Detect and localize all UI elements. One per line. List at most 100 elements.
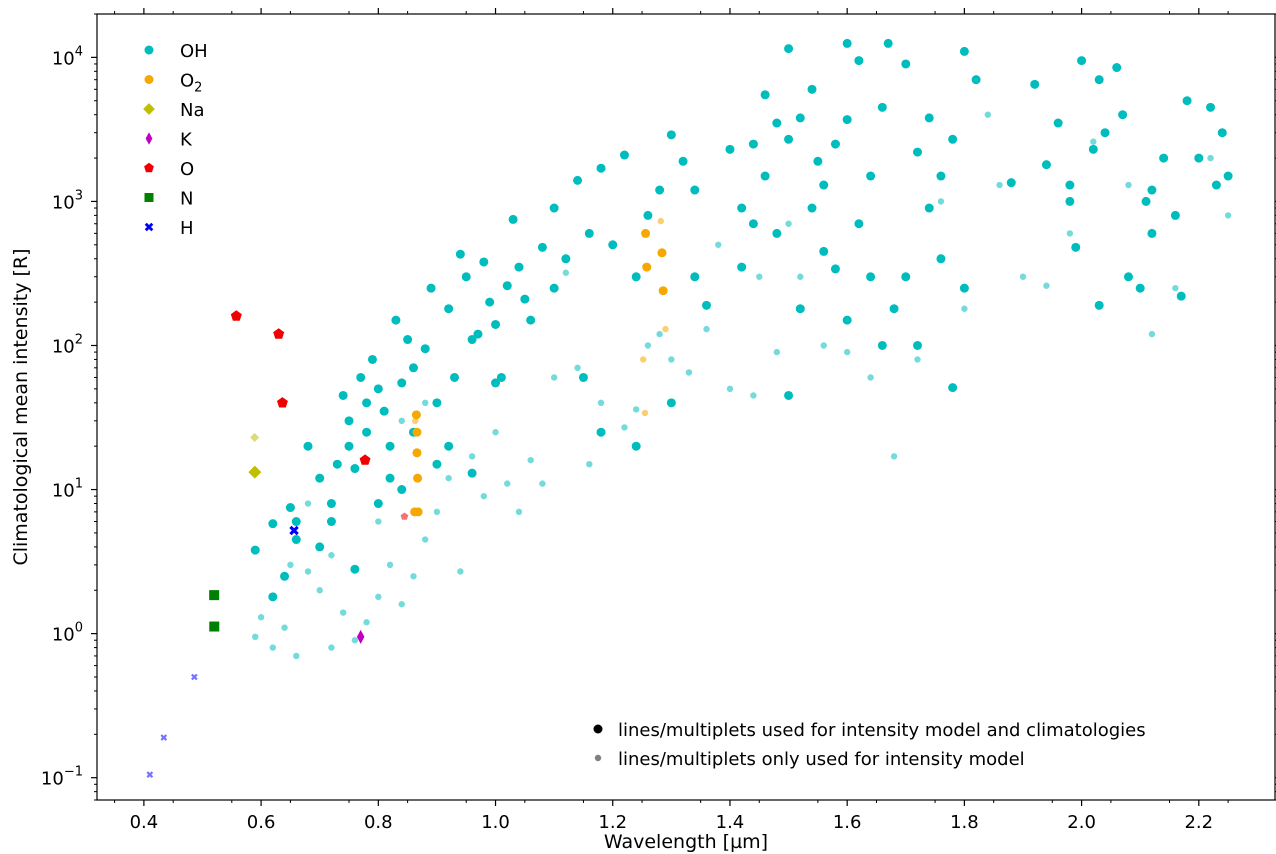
oh-point: [1088, 144, 1098, 154]
oh-point: [772, 118, 782, 128]
oh-point: [344, 441, 354, 451]
oh-model-point: [550, 374, 558, 381]
oh-point: [901, 272, 911, 282]
oh-point: [678, 156, 688, 166]
oh-model-point: [820, 342, 827, 349]
oh-model-point: [890, 453, 898, 460]
x-tick-label: 2.2: [1184, 812, 1213, 833]
oh-point: [450, 372, 460, 382]
oh-point: [1006, 178, 1016, 188]
oh-point: [596, 427, 606, 437]
marker-legend-label: lines/multiplets used for intensity mode…: [618, 720, 1146, 741]
oh-point: [1071, 242, 1081, 252]
oh-point: [573, 175, 583, 185]
legend-marker-o2: [144, 75, 154, 84]
oh-model-point: [984, 111, 992, 118]
oh-point: [537, 242, 547, 252]
o2-point: [657, 248, 667, 258]
oh-point: [408, 363, 418, 373]
oh-point: [344, 416, 354, 426]
h-model-point: [191, 673, 198, 681]
oh-point: [655, 185, 665, 195]
oh-point: [526, 315, 536, 325]
oh-model-point: [421, 399, 429, 407]
oh-model-point: [1066, 230, 1074, 237]
oh-model-point: [375, 518, 382, 525]
oh-point: [1077, 56, 1087, 66]
oh-point: [315, 542, 325, 552]
oh-point: [772, 228, 782, 238]
oh-model-point: [562, 269, 570, 276]
oh-point: [1118, 110, 1128, 120]
axis-ticks: 0.4 0.6 0.8 1.0 1.2 1.4 1.6 1.8 2.0 2.2 10−1 100 101…: [41, 8, 1276, 833]
o-point: [359, 454, 371, 465]
oh-model-point: [287, 561, 294, 569]
legend-marker-n: [144, 193, 154, 202]
oh-point: [444, 304, 454, 314]
oh-point: [250, 545, 260, 555]
oh-model-point: [632, 406, 640, 413]
oh-point: [690, 272, 700, 282]
oh-model-point: [252, 633, 259, 641]
oh-point: [842, 315, 852, 325]
oh-point: [379, 406, 389, 416]
oh-point: [1100, 128, 1110, 138]
oh-point: [748, 139, 758, 149]
oh-model-point: [398, 601, 405, 608]
oh-point: [1147, 228, 1157, 238]
o2-model-point: [641, 409, 649, 417]
oh-point: [748, 219, 758, 229]
oh-model-point: [996, 181, 1003, 189]
oh-point: [936, 254, 946, 264]
o2-point: [412, 427, 422, 437]
oh-model-point: [656, 330, 663, 338]
oh-point: [1112, 63, 1122, 73]
oh-point: [760, 171, 770, 181]
oh-point: [584, 228, 594, 238]
oh-point: [819, 180, 829, 190]
oh-point: [502, 281, 512, 291]
o2-model-point: [657, 217, 664, 225]
oh-point: [608, 240, 618, 250]
oh-point: [485, 297, 495, 307]
o2-model-point: [640, 356, 647, 363]
oh-model-point: [726, 385, 734, 393]
oh-point: [403, 335, 413, 345]
oh-point: [901, 59, 911, 69]
oh-model-point: [304, 568, 312, 575]
marker-legend-dot: [594, 754, 602, 762]
oh-point: [362, 427, 372, 437]
oh-point: [268, 519, 278, 529]
oh-point: [373, 499, 383, 509]
oh-model-point: [457, 568, 464, 575]
oh-point: [315, 473, 325, 483]
oh-point: [338, 390, 348, 400]
oh-point: [784, 390, 794, 400]
oh-point: [702, 300, 712, 310]
oh-point: [1206, 102, 1216, 112]
oh-point: [883, 38, 893, 48]
o2-point: [658, 286, 668, 296]
k-point: [356, 629, 365, 644]
oh-point: [420, 344, 430, 354]
oh-point: [491, 378, 501, 388]
legend-marker-na: [143, 103, 155, 115]
oh-model-point: [756, 273, 763, 280]
oh-point: [373, 384, 383, 394]
y-tick-label: 10−1: [41, 765, 83, 790]
oh-model-point: [1207, 154, 1214, 162]
oh-model-point: [386, 561, 394, 569]
o-point: [273, 328, 285, 339]
oh-model-point: [316, 587, 323, 594]
oh-point: [391, 315, 401, 325]
oh-point: [479, 257, 489, 267]
oh-point: [432, 398, 442, 408]
oh-point: [578, 372, 588, 382]
oh-point: [912, 340, 922, 350]
legend-label-o: O: [180, 159, 194, 180]
oh-model-point: [539, 480, 546, 487]
o-model-point: [400, 512, 409, 520]
oh-point: [948, 383, 958, 393]
y-tick-label: 102: [52, 332, 83, 357]
